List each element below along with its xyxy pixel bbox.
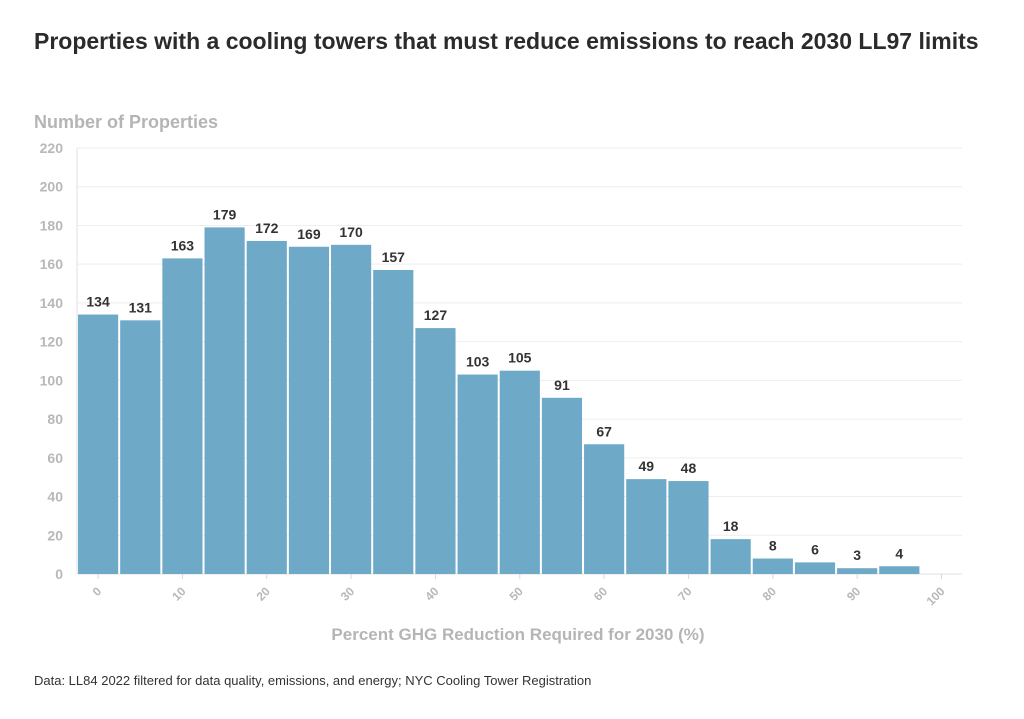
x-tick-label: 60 xyxy=(591,584,611,604)
histogram-bar xyxy=(120,320,161,574)
bar-value-label: 170 xyxy=(339,224,363,240)
y-axis-label: Number of Properties xyxy=(34,112,219,132)
histogram-bar xyxy=(78,314,119,574)
bar-value-label: 6 xyxy=(811,541,819,557)
bar-value-label: 18 xyxy=(723,518,739,534)
y-tick-label: 20 xyxy=(47,527,63,543)
x-tick-label: 80 xyxy=(760,584,780,604)
y-tick-label: 0 xyxy=(55,566,63,582)
bar-value-label: 127 xyxy=(424,307,448,323)
histogram-bar xyxy=(837,568,878,574)
x-axis-label: Percent GHG Reduction Required for 2030 … xyxy=(331,625,704,644)
histogram-bar xyxy=(794,562,836,574)
y-tick-label: 200 xyxy=(40,179,64,195)
bar-value-label: 3 xyxy=(853,547,861,563)
bar-value-label: 105 xyxy=(508,350,532,366)
histogram-bar xyxy=(752,558,793,574)
histogram-bar xyxy=(499,370,540,574)
x-tick-label: 50 xyxy=(507,584,527,604)
histogram-bar xyxy=(204,227,245,574)
bar-value-label: 67 xyxy=(596,423,612,439)
bar-value-label: 49 xyxy=(639,458,655,474)
x-tick-label: 0 xyxy=(90,584,105,599)
histogram-bar xyxy=(879,566,920,574)
y-tick-label: 160 xyxy=(40,256,64,272)
bar-value-label: 134 xyxy=(86,294,110,310)
histogram-bar xyxy=(457,374,498,574)
bar-value-label: 8 xyxy=(769,538,777,554)
histogram-bar xyxy=(626,479,667,574)
bar-value-label: 172 xyxy=(255,220,279,236)
bar-value-label: 163 xyxy=(171,237,195,253)
y-tick-label: 120 xyxy=(40,334,64,350)
bar-value-label: 103 xyxy=(466,354,490,370)
histogram-bar xyxy=(373,269,414,574)
y-tick-label: 40 xyxy=(47,489,63,505)
histogram-bar xyxy=(541,397,583,574)
x-tick-label: 100 xyxy=(924,584,948,608)
histogram-bar xyxy=(246,240,287,575)
y-axis-ticks: 0 20 40 60 80 100 120 140 160 180 200 220 xyxy=(40,140,64,582)
bar-value-label: 4 xyxy=(895,545,903,561)
y-tick-label: 140 xyxy=(40,295,64,311)
x-tick-label: 90 xyxy=(844,584,864,604)
chart-title: Properties with a cooling towers that mu… xyxy=(34,28,979,54)
bar-value-label: 91 xyxy=(554,377,570,393)
histogram-bar xyxy=(162,258,203,574)
histogram-bar xyxy=(710,539,751,574)
y-tick-label: 100 xyxy=(40,372,64,388)
bar-value-label: 169 xyxy=(297,226,321,242)
x-axis-ticks: 0 10 20 30 40 50 60 70 80 90 100 xyxy=(90,574,948,608)
histogram-bar xyxy=(288,246,330,574)
bar-labels: 134 131 163 179 172 169 170 157 127 103 105 91 67 49 4… xyxy=(86,206,903,563)
y-tick-label: 220 xyxy=(40,140,64,156)
x-tick-label: 40 xyxy=(422,584,442,604)
x-tick-label: 10 xyxy=(169,584,189,604)
bar-value-label: 179 xyxy=(213,206,237,222)
histogram-bar xyxy=(415,328,456,574)
histogram-bar xyxy=(584,444,625,574)
y-tick-label: 80 xyxy=(47,411,63,427)
bars xyxy=(78,227,920,575)
bar-value-label: 157 xyxy=(382,249,406,265)
bar-value-label: 48 xyxy=(681,460,697,476)
x-tick-label: 30 xyxy=(338,584,358,604)
histogram-bar xyxy=(668,481,709,574)
y-tick-label: 180 xyxy=(40,217,64,233)
bar-value-label: 131 xyxy=(129,299,153,315)
histogram-bar xyxy=(331,244,372,574)
x-tick-label: 70 xyxy=(675,584,695,604)
y-tick-label: 60 xyxy=(47,450,63,466)
x-tick-label: 20 xyxy=(254,584,274,604)
source-note: Data: LL84 2022 filtered for data qualit… xyxy=(34,673,592,688)
